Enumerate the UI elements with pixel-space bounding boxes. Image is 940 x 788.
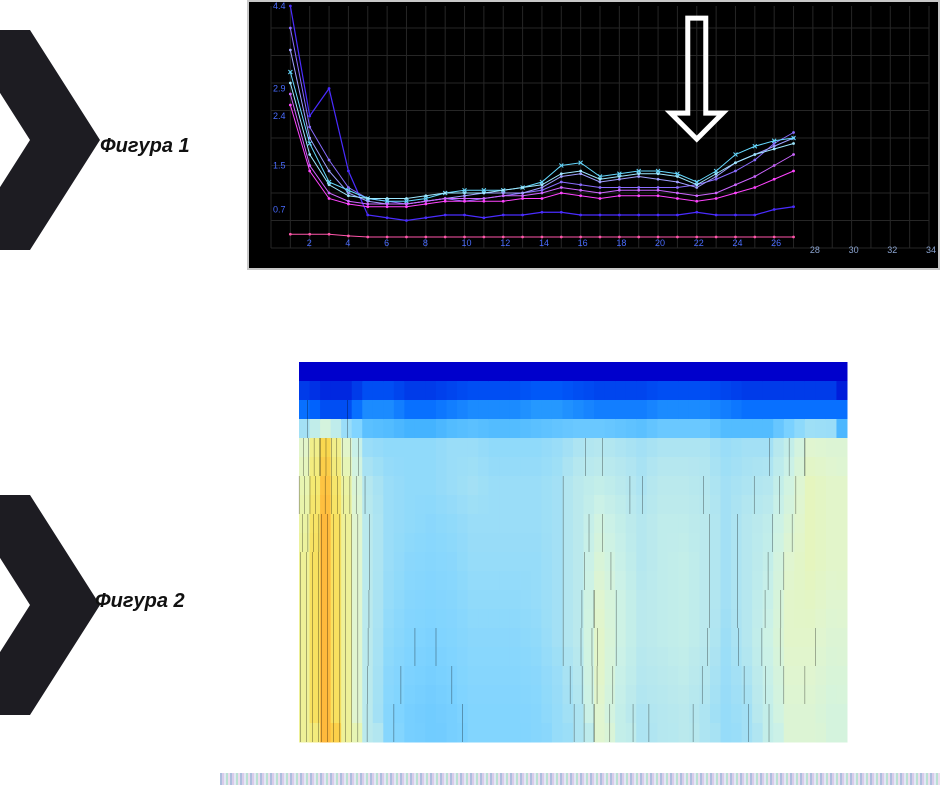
svg-text:8: 8 [423, 238, 428, 248]
chart2-heatmap [247, 340, 937, 760]
svg-text:30: 30 [849, 245, 859, 255]
decor-arrow-left-1 [0, 30, 100, 250]
figure2-label: Фигура 2 [95, 590, 185, 613]
svg-text:1.5: 1.5 [273, 161, 286, 171]
svg-text:24: 24 [732, 238, 742, 248]
svg-text:28: 28 [810, 245, 820, 255]
svg-text:10: 10 [462, 238, 472, 248]
svg-text:32: 32 [887, 245, 897, 255]
svg-text:20: 20 [655, 238, 665, 248]
page: Фигура 1 Фигура 2 0.71.52.42.94.42468101… [0, 0, 940, 788]
arrow-right-icon [0, 30, 100, 250]
svg-text:14: 14 [539, 238, 549, 248]
chart1-line: 0.71.52.42.94.42468101214161820222426283… [247, 0, 940, 270]
svg-text:18: 18 [616, 238, 626, 248]
figure1-label: Фигура 1 [100, 135, 190, 158]
svg-text:2.9: 2.9 [273, 84, 286, 94]
decor-bottom-strip [220, 773, 940, 785]
decor-arrow-left-2 [0, 495, 100, 715]
svg-text:2: 2 [307, 238, 312, 248]
chart1-svg: 0.71.52.42.94.42468101214161820222426283… [249, 2, 938, 268]
arrow-right-icon [0, 495, 100, 715]
svg-text:2.4: 2.4 [273, 111, 286, 121]
svg-text:0.7: 0.7 [273, 205, 286, 215]
svg-text:34: 34 [926, 245, 936, 255]
chart2-svg [247, 340, 937, 760]
svg-text:26: 26 [771, 238, 781, 248]
svg-text:22: 22 [694, 238, 704, 248]
svg-text:4: 4 [345, 238, 350, 248]
svg-text:16: 16 [578, 238, 588, 248]
svg-text:4.4: 4.4 [273, 2, 286, 11]
svg-text:12: 12 [500, 238, 510, 248]
svg-text:6: 6 [384, 238, 389, 248]
